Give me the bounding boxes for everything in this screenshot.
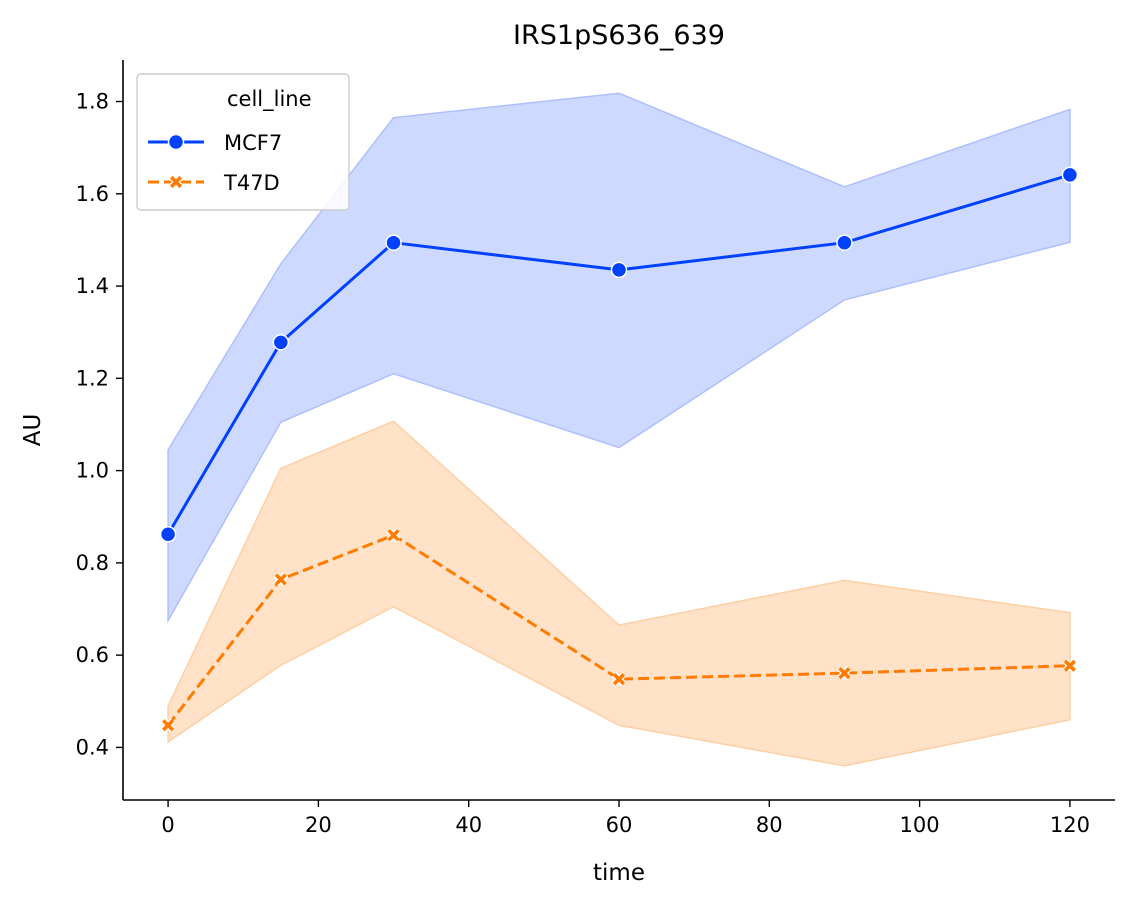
legend-title: cell_line [227,87,312,112]
y-tick-label: 0.4 [76,735,109,759]
point-t47d-glyph [612,673,626,686]
x-axis-label: time [593,860,645,886]
y-tick-label: 0.8 [76,551,109,575]
x-tick-label: 120 [1050,813,1090,837]
y-tick-label: 1.6 [76,182,109,206]
point-t47d [386,528,401,543]
series-line-mcf7 [166,173,1071,536]
point-mcf7 [272,334,290,351]
point-mcf7 [159,526,177,543]
point-t47d [1062,658,1077,673]
point-mcf7 [610,261,628,279]
ci-band-t47d [167,420,1071,767]
legend-marker-t47d [169,175,183,189]
point-t47d [837,666,852,681]
legend-entries: MCF7 T47D [148,131,282,195]
legend-marker-mcf7 [167,133,185,151]
y-ticks: 0.4 0.6 0.8 1.0 1.2 1.4 1.6 1.8 [76,90,123,759]
y-tick-label: 1.8 [76,90,109,114]
x-ticks: 0 20 40 60 80 100 120 [161,800,1090,837]
point-mcf7 [1061,166,1079,184]
series-lines [166,173,1071,727]
point-t47d-glyph [387,529,400,542]
y-axis-label: AU [20,414,46,447]
legend-label-mcf7: MCF7 [224,131,282,155]
y-tick-label: 0.6 [76,643,109,667]
point-t47d-glyph [162,719,175,732]
y-tick-label: 1.2 [76,366,109,390]
legend-label-t47d: T47D [223,171,280,195]
point-mcf7 [385,234,402,251]
point-t47d-glyph [274,573,287,586]
legend: cell_line MCF7 T47D [136,73,350,211]
point-mcf7 [836,234,853,251]
x-tick-label: 40 [455,813,482,837]
x-tick-label: 100 [900,813,940,837]
point-t47d-glyph [838,667,851,680]
series-markers [159,166,1079,733]
x-tick-label: 80 [756,813,783,837]
x-tick-label: 60 [606,813,633,837]
series-line-t47d [166,533,1070,727]
point-t47d [273,572,288,587]
y-tick-label: 1.4 [76,274,109,298]
point-t47d [612,672,626,687]
y-tick-label: 1.0 [76,459,109,483]
chart-title: IRS1pS636_639 [513,20,725,51]
confidence-bands [167,92,1071,767]
legend-marker-t47d-glyph [169,175,183,189]
x-tick-label: 20 [305,813,332,837]
point-t47d-glyph [1063,659,1076,672]
point-t47d [161,718,176,733]
legend-box [136,73,350,211]
x-tick-label: 0 [161,813,174,837]
ci-band-mcf7 [167,92,1071,624]
